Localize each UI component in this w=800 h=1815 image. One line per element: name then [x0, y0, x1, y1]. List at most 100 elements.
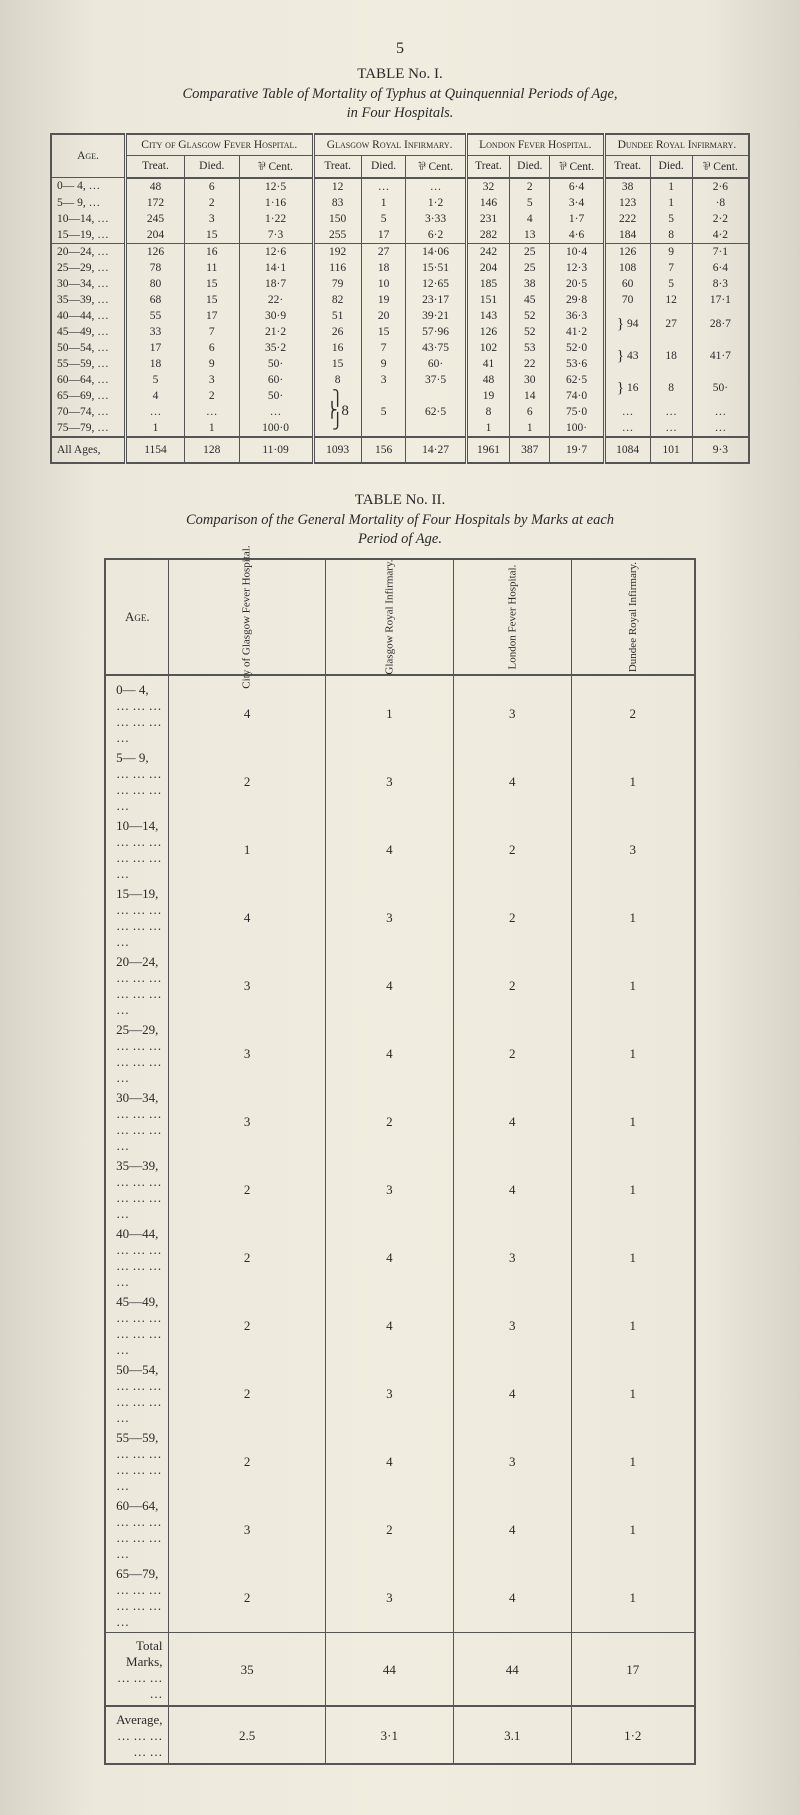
t1-cell: 150	[313, 211, 361, 227]
t2-average-label: Average, … … … … …	[105, 1706, 169, 1764]
t1-cell: 4	[126, 388, 185, 404]
t1-cell: } 16	[604, 372, 650, 404]
table2-desc-l2: Period of Age.	[358, 531, 442, 547]
t1-cell: 48	[466, 372, 509, 388]
t2-cell: 2	[453, 1020, 571, 1088]
t2-age: 40—44, … … … … … … …	[105, 1224, 169, 1292]
t2-cell: 1	[571, 1564, 695, 1633]
t1-sub: Treat.	[466, 155, 509, 178]
t2-cell: 4	[325, 1224, 453, 1292]
t1-cell: 123	[604, 195, 650, 211]
t1-cell: 3	[185, 372, 240, 388]
t1-cell: 245	[126, 211, 185, 227]
t1-cell: 8	[650, 372, 692, 404]
t2-cell: 4	[325, 952, 453, 1020]
t1-cell: 5	[650, 276, 692, 292]
t1-cell: 18	[361, 260, 406, 276]
t1-cell: 2	[510, 178, 550, 195]
t1-cell: 20—24, …	[51, 243, 126, 260]
t2-cell: 1	[571, 1224, 695, 1292]
t1-cell: 41·7	[692, 340, 749, 372]
t2-cell: 2	[169, 1428, 325, 1496]
t1-cell: 282	[466, 227, 509, 244]
t1-hosp-2: London Fever Hospital.	[466, 134, 604, 156]
t1-cell: 9	[361, 356, 406, 372]
t1-cell: 143	[466, 308, 509, 324]
t2-cell: 4	[325, 1428, 453, 1496]
t2-cell: 3	[571, 816, 695, 884]
t1-cell: ⎫⎬ 8⎭	[313, 388, 361, 437]
t1-cell: 18·7	[239, 276, 313, 292]
t1-cell: 29·8	[550, 292, 604, 308]
table1-title: TABLE No. I.	[50, 66, 750, 83]
t1-cell: 14·1	[239, 260, 313, 276]
t1-cell: 242	[466, 243, 509, 260]
t2-cell: 3	[169, 1020, 325, 1088]
t2-age-header: Age.	[105, 559, 169, 675]
table1-desc-l1: Comparative Table of Mortality of Typhus…	[182, 86, 617, 102]
t2-col-1: Glasgow Royal Infirmary.	[325, 559, 453, 675]
t2-total-marks-label: Total Marks, … … … …	[105, 1633, 169, 1707]
t2-age: 10—14, … … … … … … …	[105, 816, 169, 884]
t1-cell: 53·6	[550, 356, 604, 372]
t1-cell: 15	[185, 276, 240, 292]
t1-cell: 8·3	[692, 276, 749, 292]
t1-age-header: Age.	[51, 134, 126, 178]
t1-cell: 17	[185, 308, 240, 324]
t1-cell: 18	[126, 356, 185, 372]
t1-cell: …	[650, 404, 692, 420]
t1-cell: 7·1	[692, 243, 749, 260]
t1-cell: } 43	[604, 340, 650, 372]
t1-cell: 1·16	[239, 195, 313, 211]
t1-cell: 9·3	[692, 437, 749, 463]
t1-cell: …	[126, 404, 185, 420]
t2-col-2: London Fever Hospital.	[453, 559, 571, 675]
t2-age: 5— 9, … … … … … … …	[105, 748, 169, 816]
t1-cell: 5	[361, 211, 406, 227]
t2-total: 35	[169, 1633, 325, 1707]
t2-cell: 3	[169, 1496, 325, 1564]
t2-cell: 4	[325, 816, 453, 884]
t1-cell: 5	[510, 195, 550, 211]
t1-cell: 20·5	[550, 276, 604, 292]
t1-cell: 36·3	[550, 308, 604, 324]
t1-cell: 184	[604, 227, 650, 244]
t1-cell: 60·	[239, 372, 313, 388]
t2-cell: 3	[453, 1428, 571, 1496]
t2-total: 17	[571, 1633, 695, 1707]
t1-cell: 74·0	[550, 388, 604, 404]
t2-cell: 1	[571, 1496, 695, 1564]
t1-cell: 52	[510, 308, 550, 324]
t1-cell: 146	[466, 195, 509, 211]
t2-cell: 1	[571, 952, 695, 1020]
t2-age: 65—79, … … … … … … …	[105, 1564, 169, 1633]
t2-age: 0— 4, … … … … … … …	[105, 675, 169, 748]
t1-cell: 6	[510, 404, 550, 420]
t1-cell: 22	[510, 356, 550, 372]
t1-cell: 15	[361, 324, 406, 340]
t2-cell: 4	[453, 748, 571, 816]
t2-avg: 1·2	[571, 1706, 695, 1764]
t1-cell: 6·4	[692, 260, 749, 276]
t2-age: 45—49, … … … … … … …	[105, 1292, 169, 1360]
table1-desc: Comparative Table of Mortality of Typhus…	[50, 85, 750, 123]
t1-cell: 23·17	[406, 292, 466, 308]
t1-cell: 11	[185, 260, 240, 276]
t1-cell: 45	[510, 292, 550, 308]
t1-cell: 35—39, …	[51, 292, 126, 308]
t1-cell: 17	[126, 340, 185, 356]
t1-cell: 13	[510, 227, 550, 244]
t1-cell: 1	[126, 420, 185, 437]
t2-cell: 3	[169, 1088, 325, 1156]
t1-cell: 55	[126, 308, 185, 324]
t1-cell: 27	[650, 308, 692, 340]
t1-cell: 26	[313, 324, 361, 340]
t1-cell: 70—74, …	[51, 404, 126, 420]
t1-cell: 151	[466, 292, 509, 308]
t1-cell: 9	[185, 356, 240, 372]
t1-cell: 1	[510, 420, 550, 437]
t1-cell: } 94	[604, 308, 650, 340]
t2-cell: 2	[169, 1360, 325, 1428]
t1-sub: ⅌ Cent.	[406, 155, 466, 178]
t1-cell: …	[692, 404, 749, 420]
